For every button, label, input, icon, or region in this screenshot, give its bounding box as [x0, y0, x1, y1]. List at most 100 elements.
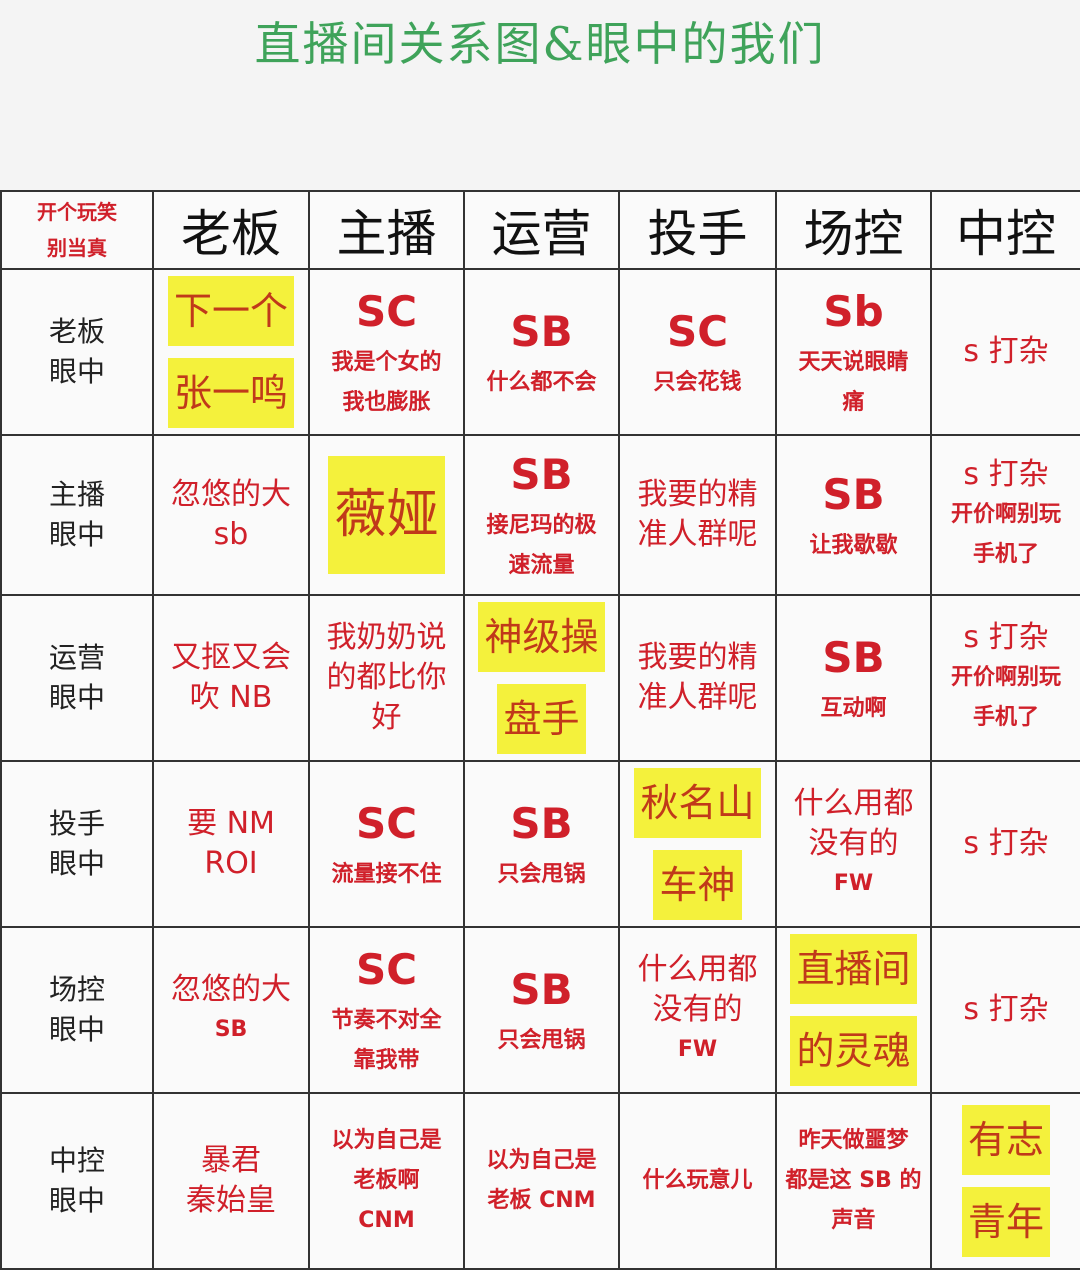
highlighted-text: 的灵魂: [790, 1016, 917, 1086]
cell-text: 忽悠的大: [171, 477, 291, 512]
cell-text: SB: [214, 1017, 248, 1042]
table-row: 主播 眼中 忽悠的大 sb 薇娅 SB 接尼玛的极 速流量 我要的精 准人群呢 SB 让我歇歇 s 打杂…: [0, 434, 1080, 596]
table-cell: SC 流量接不住: [308, 760, 465, 928]
row-header-line: 眼中: [48, 681, 105, 714]
cell-text: 让我歇歇: [809, 533, 898, 558]
table-cell: SB 让我歇歇: [775, 434, 932, 596]
table-cell: SB 什么都不会: [463, 268, 620, 436]
row-header-line: 运营: [48, 641, 105, 674]
table-cell: 以为自己是 老板 CNM: [463, 1092, 620, 1270]
row-header-line: 眼中: [48, 355, 105, 388]
cell-text: 开价啊别玩: [950, 502, 1061, 527]
cell-text: 以为自己是: [486, 1148, 597, 1173]
table-cell: s 打杂: [930, 268, 1080, 436]
table-cell: 昨天做噩梦 都是这 SB 的声音: [775, 1092, 932, 1270]
table-cell: SC 节奏不对全 靠我带: [308, 926, 465, 1094]
row-header-line: 眼中: [48, 518, 105, 551]
cell-code: Sb: [823, 287, 884, 336]
cell-text: 我要的精: [637, 477, 758, 512]
table-cell: s 打杂 开价啊别玩 手机了: [930, 434, 1080, 596]
cell-code: SB: [510, 799, 573, 848]
table-cell: 直播间 的灵魂: [775, 926, 932, 1094]
highlighted-text: 有志: [961, 1105, 1050, 1175]
table-cell: 神级操 盘手: [463, 594, 620, 762]
row-header: 投手 眼中: [0, 760, 154, 928]
cell-code: SB: [822, 633, 885, 682]
cell-text: 忽悠的大: [171, 972, 291, 1007]
cell-text: 声音: [831, 1208, 876, 1233]
cell-text: 开价啊别玩: [950, 665, 1061, 690]
row-header: 主播 眼中: [0, 434, 154, 596]
highlighted-text: 直播间: [790, 934, 917, 1004]
cell-text: 天天说眼睛: [798, 350, 909, 375]
cell-text: 秦始皇: [186, 1183, 276, 1218]
cell-text: 痛: [842, 390, 865, 415]
cell-text: 速流量: [508, 553, 575, 578]
cell-text: s 打杂: [963, 992, 1049, 1027]
row-header: 中控 眼中: [0, 1092, 154, 1270]
cell-text: 又抠又会: [171, 640, 291, 675]
cell-text: 要 NM: [187, 806, 275, 841]
cell-text: 我也膨胀: [342, 390, 431, 415]
table-cell: 我要的精 准人群呢: [618, 434, 777, 596]
cell-text: 没有的: [808, 826, 899, 861]
table-cell: s 打杂: [930, 926, 1080, 1094]
table-cell: 又抠又会吹 NB: [152, 594, 310, 762]
table-cell: 什么玩意儿: [618, 1092, 777, 1270]
cell-text: s 打杂: [963, 620, 1049, 655]
cell-text: 节奏不对全: [331, 1008, 442, 1033]
cell-code: SC: [355, 945, 418, 994]
row-header-line: 眼中: [48, 1013, 105, 1046]
row-header-line: 主播: [48, 478, 105, 511]
cell-text: 互动啊: [820, 696, 887, 721]
row-header: 老板 眼中: [0, 268, 154, 436]
table-cell: 什么用都没有的 FW: [618, 926, 777, 1094]
row-header-line: 中控: [48, 1144, 105, 1177]
cell-text: 我是个女的: [331, 350, 442, 375]
cell-text: 没有的: [652, 992, 743, 1027]
row-header-line: 眼中: [48, 1184, 105, 1217]
table-row: 中控 眼中 暴君 秦始皇 以为自己是 老板啊 CNM 以为自己是 老板 CNM 什么玩意儿 昨天做噩…: [0, 1092, 1080, 1270]
cell-code: SB: [510, 450, 573, 499]
row-header: 场控 眼中: [0, 926, 154, 1094]
cell-code: SB: [510, 965, 573, 1014]
cell-text: 只会甩锅: [497, 1028, 586, 1053]
cell-text: 什么用都: [637, 952, 758, 987]
table-cell: 有志 青年: [930, 1092, 1080, 1270]
table-row: 运营 眼中 又抠又会吹 NB 我奶奶说 的都比你好神级操 盘手 我要的精 准人群呢 SB 互动啊 s…: [0, 594, 1080, 762]
column-header: 运营: [463, 190, 620, 270]
table-row: 投手 眼中要 NM ROI SC 流量接不住 SB 只会甩锅 秋名山 车神 什么用都 没有的 FW s …: [0, 760, 1080, 928]
table-cell: 我奶奶说 的都比你好: [308, 594, 465, 762]
cell-text: s 打杂: [963, 334, 1049, 369]
cell-text: 准人群呢: [637, 517, 758, 552]
cell-text: 暴君: [201, 1143, 261, 1178]
cell-text: CNM: [358, 1208, 415, 1233]
cell-text: 什么玩意儿: [642, 1168, 753, 1193]
highlighted-text: 神级操: [478, 602, 605, 672]
table-cell: 忽悠的大 SB: [152, 926, 310, 1094]
column-header: 投手: [618, 190, 777, 270]
table-cell: s 打杂 开价啊别玩 手机了: [930, 594, 1080, 762]
table-cell: SB 只会甩锅: [463, 760, 620, 928]
table-row: 场控 眼中 忽悠的大 SB SC 节奏不对全 靠我带 SB 只会甩锅 什么用都 没有的 FW 直播间 的灵…: [0, 926, 1080, 1094]
cell-text: 只会花钱: [653, 370, 742, 395]
table-cell: SC 只会花钱: [618, 268, 777, 436]
table-cell: 要 NM ROI: [152, 760, 310, 928]
cell-text: 吹 NB: [189, 680, 273, 715]
table-cell: SB 互动啊: [775, 594, 932, 762]
column-header: 老板: [152, 190, 310, 270]
highlighted-text: 青年: [961, 1187, 1050, 1257]
cell-text: 好: [371, 700, 402, 735]
cell-text: 我要的精: [637, 640, 758, 675]
highlighted-text: 秋名山: [634, 768, 761, 838]
column-header: 场控: [775, 190, 932, 270]
row-header: 运营 眼中: [0, 594, 154, 762]
highlighted-text: 薇娅: [328, 456, 445, 574]
cell-text: 都是这 SB 的: [785, 1168, 922, 1193]
cell-text: FW: [833, 871, 874, 896]
table-cell: Sb 天天说眼睛痛: [775, 268, 932, 436]
cell-text: FW: [677, 1037, 718, 1062]
corner-line: 开个玩笑: [37, 200, 117, 224]
cell-text: 流量接不住: [331, 862, 442, 887]
table-cell: 我要的精 准人群呢: [618, 594, 777, 762]
